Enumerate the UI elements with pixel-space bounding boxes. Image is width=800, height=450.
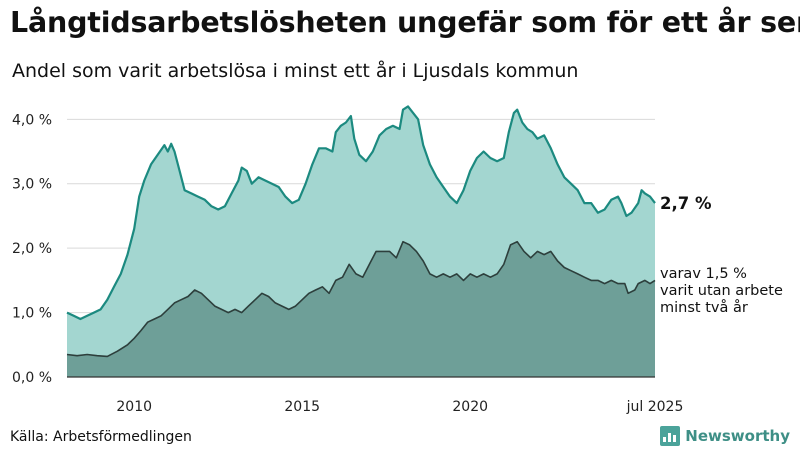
bar-chart-icon bbox=[660, 426, 681, 446]
y-tick-label: 4,0 % bbox=[12, 112, 52, 128]
long-term-end-label-line-2: varit utan arbete bbox=[660, 283, 783, 299]
y-tick-label: 1,0 % bbox=[12, 306, 52, 322]
chart-subtitle: Andel som varit arbetslösa i minst ett å… bbox=[12, 60, 579, 82]
total-line bbox=[66, 105, 656, 321]
brand-name: Newsworthy bbox=[685, 427, 790, 445]
long-term-area bbox=[67, 241, 655, 377]
y-tick-label: 0,0 % bbox=[12, 370, 52, 386]
axis-ticks: 0,0 % 1,0 % 2,0 % 3,0 % 4,0 % 2010 2015 2020 jul… bbox=[12, 112, 683, 415]
long-term-line bbox=[66, 240, 656, 358]
total-end-label: 2,7 % bbox=[660, 194, 712, 213]
long-term-end-label-line-1: varav 1,5 % bbox=[660, 266, 747, 282]
x-tick-label: 2015 bbox=[284, 399, 320, 415]
brand-logo: Newsworthy bbox=[660, 426, 790, 446]
chart-title: Långtidsarbetslösheten ungefär som för e… bbox=[10, 6, 800, 39]
y-tick-label: 3,0 % bbox=[12, 177, 52, 193]
x-tick-label: 2020 bbox=[452, 399, 488, 415]
y-tick-label: 2,0 % bbox=[12, 241, 52, 257]
long-term-end-label-line-3: minst två år bbox=[660, 299, 748, 316]
source-note: Källa: Arbetsförmedlingen bbox=[10, 429, 192, 445]
x-tick-label: 2010 bbox=[116, 399, 152, 415]
plot-area bbox=[66, 105, 656, 378]
x-tick-label: jul 2025 bbox=[626, 399, 684, 415]
